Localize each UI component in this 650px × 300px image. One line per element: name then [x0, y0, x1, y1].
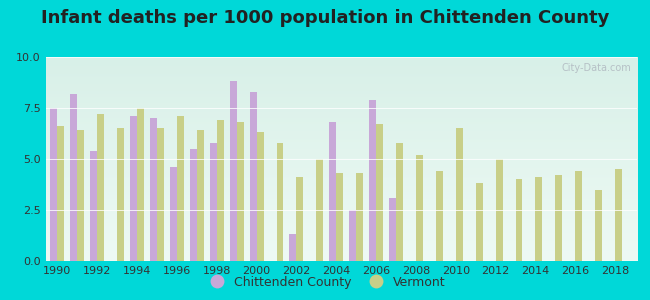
Text: Infant deaths per 1000 population in Chittenden County: Infant deaths per 1000 population in Chi…: [41, 9, 609, 27]
Bar: [515, 179, 523, 261]
Bar: [276, 143, 283, 261]
Bar: [157, 128, 164, 261]
Bar: [170, 167, 177, 261]
Bar: [289, 235, 296, 261]
Bar: [177, 116, 184, 261]
Bar: [536, 177, 542, 261]
Bar: [555, 175, 562, 261]
Bar: [615, 169, 622, 261]
Bar: [376, 124, 383, 261]
Bar: [336, 173, 343, 261]
Bar: [130, 116, 137, 261]
Bar: [389, 198, 396, 261]
Bar: [197, 130, 204, 261]
Bar: [296, 177, 304, 261]
Bar: [98, 114, 104, 261]
Bar: [117, 128, 124, 261]
Bar: [369, 100, 376, 261]
Text: City-Data.com: City-Data.com: [562, 63, 631, 73]
Bar: [349, 210, 356, 261]
Bar: [436, 171, 443, 261]
Bar: [317, 159, 323, 261]
Bar: [330, 122, 336, 261]
Bar: [217, 120, 224, 261]
Bar: [595, 190, 602, 261]
Bar: [257, 133, 264, 261]
Bar: [575, 171, 582, 261]
Bar: [250, 92, 257, 261]
Bar: [396, 143, 403, 261]
Bar: [77, 130, 84, 261]
Bar: [356, 173, 363, 261]
Bar: [229, 82, 237, 261]
Bar: [210, 143, 217, 261]
Bar: [51, 108, 57, 261]
Bar: [150, 118, 157, 261]
Bar: [416, 155, 423, 261]
Bar: [190, 149, 197, 261]
Bar: [237, 122, 244, 261]
Bar: [476, 184, 483, 261]
Bar: [495, 159, 502, 261]
Bar: [137, 108, 144, 261]
Bar: [70, 94, 77, 261]
Bar: [456, 128, 463, 261]
Bar: [57, 126, 64, 261]
Legend: Chittenden County, Vermont: Chittenden County, Vermont: [200, 271, 450, 294]
Bar: [90, 151, 98, 261]
